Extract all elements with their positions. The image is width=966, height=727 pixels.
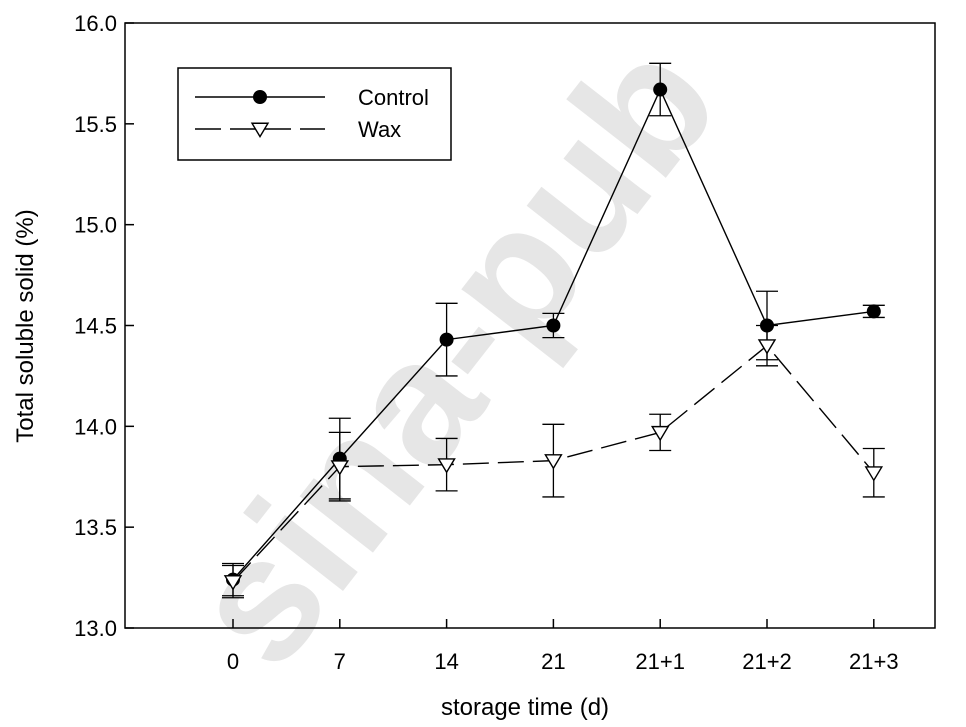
y-tick-label: 14.0 [74,414,117,439]
y-tick-label: 15.0 [74,213,117,238]
x-axis-title: storage time (d) [441,694,609,721]
y-tick-label: 13.0 [74,616,117,641]
data-point-wax [650,425,670,442]
data-point-control [653,82,668,97]
x-tick-label: 21 [541,649,565,674]
x-tick-label: 21+2 [742,649,792,674]
x-tick-label: 21+3 [849,649,899,674]
series-group [222,62,885,599]
legend: Control Wax [177,67,452,161]
y-tick-label: 15.5 [74,112,117,137]
x-tick-label: 0 [227,649,239,674]
x-tick-label: 21+1 [635,649,685,674]
axes: 13.0 13.5 14.0 14.5 15.0 15.5 16.0 0 7 14 21 21+1 21… [74,11,936,674]
data-point-control [439,332,454,347]
data-point-wax [757,339,777,355]
y-tick-label: 14.5 [74,314,117,339]
x-tick-label: 7 [334,649,346,674]
y-tick-label: 16.0 [74,11,117,36]
y-axis-title: Total soluble solid (%) [12,209,39,442]
y-tick-label: 13.5 [74,515,117,540]
data-point-wax [864,466,884,482]
data-point-control [866,304,881,319]
legend-label-wax: Wax [358,117,401,142]
legend-box [177,67,452,161]
series-wax [222,324,885,599]
data-point-wax [330,460,350,476]
data-point-wax [437,458,456,474]
legend-label-control: Control [358,85,429,110]
x-tick-label: 14 [434,649,458,674]
data-point-wax [544,454,563,470]
legend-marker-control [253,90,267,104]
legend-marker-wax [250,122,270,138]
data-point-wax [223,575,243,591]
data-point-control [546,318,561,333]
